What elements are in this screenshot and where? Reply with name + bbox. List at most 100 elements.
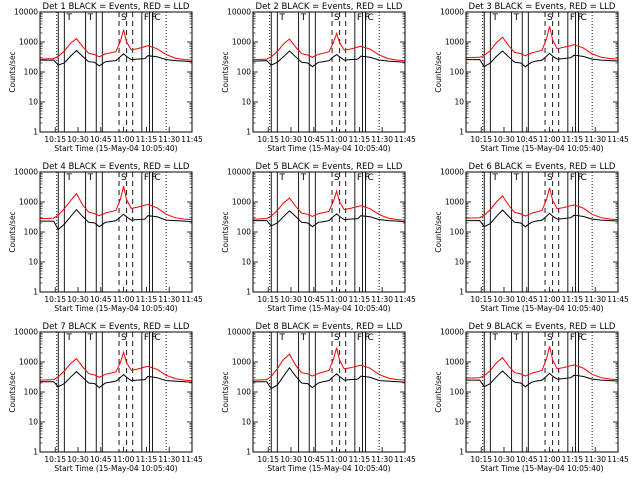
series-lld-line: [465, 346, 619, 381]
x-tick-label: 11:15: [136, 295, 158, 304]
y-axis-label: Counts/sec: [8, 371, 17, 412]
x-tick-label: 11:30: [158, 295, 180, 304]
y-tick-label: 10: [241, 98, 251, 107]
y-tick-label: 10000: [227, 8, 251, 17]
y-tick-label: 1000: [232, 198, 251, 207]
series-lld-line: [252, 189, 406, 221]
flag-letter: T: [491, 173, 498, 183]
flag-letter: T: [278, 333, 285, 343]
series-lld-line: [39, 350, 193, 382]
flag-letter: T: [300, 333, 307, 343]
y-tick-label: 1000: [232, 358, 251, 367]
y-tick-label: 10000: [227, 168, 251, 177]
flag-letter: F: [151, 333, 156, 343]
y-tick-label: 10: [28, 98, 38, 107]
x-axis-label: Start Time (15-May-04 10:05:40): [267, 464, 390, 473]
y-tick-label: 1000: [19, 358, 38, 367]
x-tick-label: 11:30: [584, 135, 606, 144]
x-tick-label: 11:45: [394, 295, 416, 304]
x-tick-label: 10:15: [470, 295, 492, 304]
y-tick-label: 100: [450, 228, 465, 237]
x-tick-label: 10:15: [257, 135, 279, 144]
x-tick-label: 11:45: [181, 455, 203, 464]
x-tick-label: 10:45: [303, 455, 325, 464]
x-tick-label: 10:30: [493, 455, 515, 464]
x-axis-label: Start Time (15-May-04 10:05:40): [267, 144, 390, 153]
flag-letter: C: [580, 173, 586, 183]
x-axis-label: Start Time (15-May-04 10:05:40): [54, 464, 177, 473]
x-tick-label: 10:45: [90, 135, 112, 144]
y-tick-label: 10000: [440, 168, 464, 177]
x-tick-label: 11:00: [326, 295, 348, 304]
flag-letter: F: [577, 333, 582, 343]
series-lld-line: [465, 187, 619, 221]
x-tick-label: 11:00: [113, 295, 135, 304]
flag-letter: S: [121, 173, 127, 183]
x-tick-label: 10:15: [470, 135, 492, 144]
flag-letter: C: [154, 333, 160, 343]
flag-letter: T: [87, 173, 94, 183]
x-tick-label: 11:30: [584, 295, 606, 304]
x-axis-label: Start Time (15-May-04 10:05:40): [54, 304, 177, 313]
panel-title: Det 9 BLACK = Events, RED = LLD: [469, 322, 616, 332]
x-tick-label: 11:45: [607, 295, 629, 304]
y-axis-label: Counts/sec: [434, 51, 443, 92]
y-tick-label: 100: [237, 68, 252, 77]
flag-letter: S: [547, 13, 553, 23]
panel-title: Det 7 BLACK = Events, RED = LLD: [43, 322, 190, 332]
flag-letter: F: [570, 173, 575, 183]
x-tick-label: 10:15: [44, 295, 66, 304]
y-axis-label: Counts/sec: [8, 51, 17, 92]
x-tick-label: 11:00: [326, 135, 348, 144]
y-tick-label: 100: [24, 388, 39, 397]
y-axis-label: Counts/sec: [434, 211, 443, 252]
x-axis-label: Start Time (15-May-04 10:05:40): [480, 144, 603, 153]
flag-letter: S: [121, 333, 127, 343]
x-tick-label: 10:45: [90, 455, 112, 464]
x-tick-label: 11:15: [349, 295, 371, 304]
x-tick-label: 11:45: [394, 455, 416, 464]
y-tick-label: 100: [450, 68, 465, 77]
x-tick-label: 11:00: [539, 135, 561, 144]
flag-letter: C: [580, 333, 586, 343]
y-tick-label: 1: [459, 448, 464, 457]
series-events-line: [40, 208, 193, 231]
flag-letter: T: [491, 333, 498, 343]
y-axis-label: Counts/sec: [221, 211, 230, 252]
x-tick-label: 11:30: [371, 455, 393, 464]
y-tick-label: 1000: [232, 38, 251, 47]
panel-title: Det 2 BLACK = Events, RED = LLD: [256, 2, 403, 12]
x-tick-label: 10:30: [67, 455, 89, 464]
flag-letter: S: [334, 173, 340, 183]
flag-letter: T: [491, 13, 498, 23]
x-axis-label: Start Time (15-May-04 10:05:40): [54, 144, 177, 153]
flag-letter: C: [367, 333, 373, 343]
series-events-line: [466, 209, 619, 228]
y-tick-label: 10000: [227, 328, 251, 337]
panel-title: Det 3 BLACK = Events, RED = LLD: [469, 2, 616, 12]
y-tick-label: 10000: [440, 8, 464, 17]
x-tick-label: 10:45: [303, 295, 325, 304]
y-axis-label: Counts/sec: [8, 211, 17, 252]
flag-letter: T: [65, 173, 72, 183]
series-lld-line: [252, 32, 406, 62]
x-axis-label: Start Time (15-May-04 10:05:40): [267, 304, 390, 313]
flag-letter: T: [513, 13, 520, 23]
series-lld-line: [39, 29, 193, 61]
y-tick-label: 1000: [445, 358, 464, 367]
panel-title: Det 4 BLACK = Events, RED = LLD: [43, 162, 190, 172]
x-axis-label: Start Time (15-May-04 10:05:40): [480, 304, 603, 313]
x-tick-label: 11:45: [394, 135, 416, 144]
flag-letter: S: [121, 13, 127, 23]
flag-letter: T: [87, 13, 94, 23]
y-tick-label: 10: [454, 98, 464, 107]
flag-letter: T: [87, 333, 94, 343]
y-tick-label: 1: [33, 448, 38, 457]
x-tick-label: 10:30: [280, 295, 302, 304]
x-tick-label: 10:30: [493, 295, 515, 304]
flag-letter: C: [154, 13, 160, 23]
